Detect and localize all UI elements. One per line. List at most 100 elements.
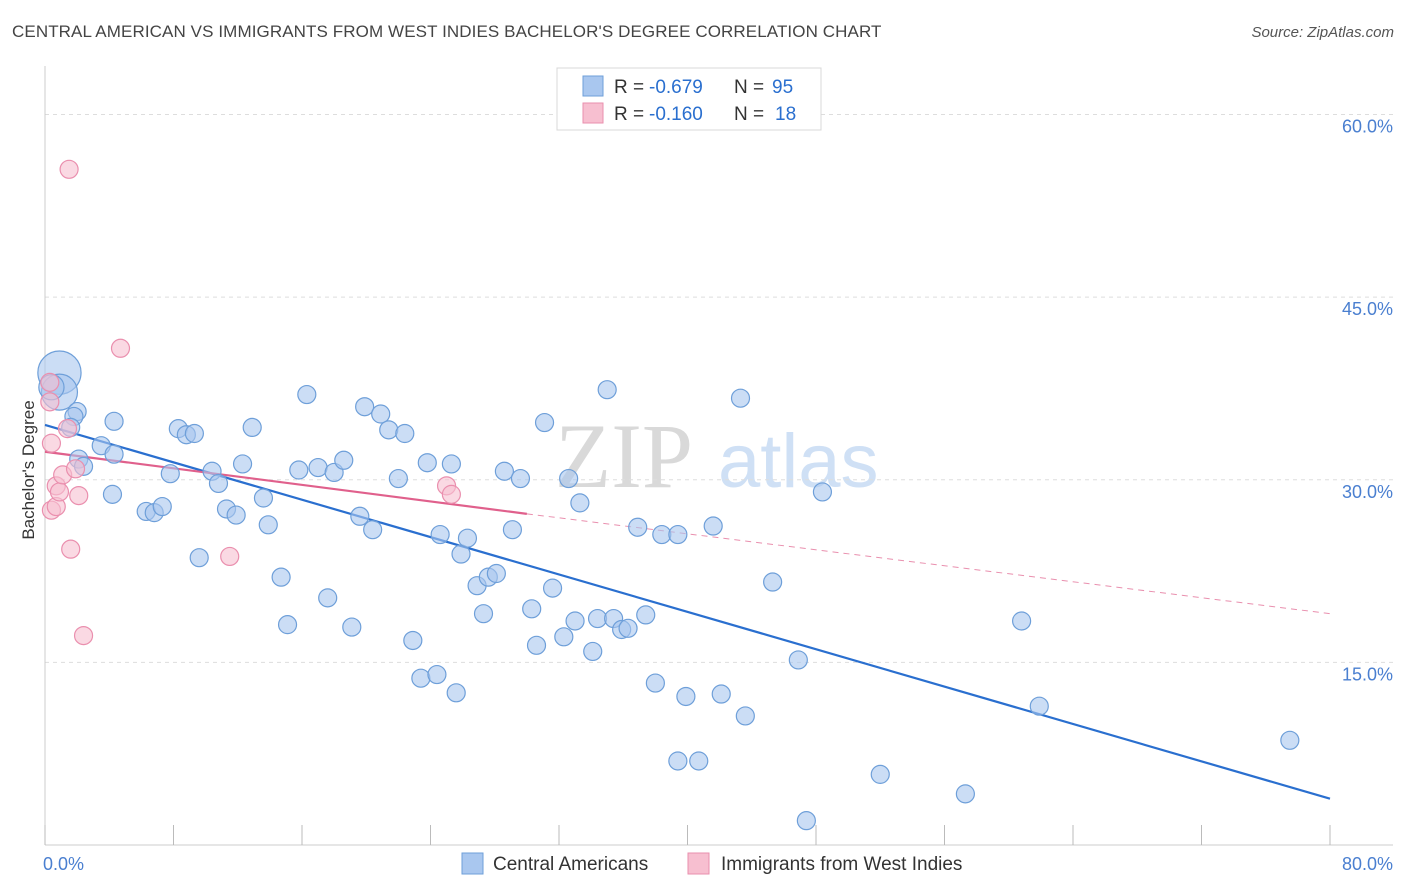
- point-central-americans: [587, 608, 608, 629]
- point-central-americans: [526, 635, 547, 655]
- stats-n-value-blue: 95: [772, 77, 793, 98]
- point-central-americans: [1280, 730, 1300, 750]
- point-central-americans: [388, 468, 408, 489]
- point-central-americans: [350, 506, 370, 526]
- point-central-americans: [703, 516, 723, 536]
- point-central-americans: [457, 528, 478, 548]
- point-central-americans: [104, 444, 124, 464]
- point-west-indies: [220, 546, 240, 567]
- stats-r-label-pink: R =: [614, 104, 644, 125]
- source-label: Source: ZipAtlas.com: [1251, 24, 1394, 41]
- point-central-americans: [253, 488, 274, 508]
- point-central-americans: [189, 548, 209, 568]
- point-central-americans: [232, 454, 253, 474]
- point-central-americans: [711, 684, 731, 704]
- point-central-americans: [502, 520, 523, 540]
- stats-swatch-pink: [582, 102, 604, 124]
- trend-extension-west-indies: [526, 513, 1331, 615]
- point-west-indies: [40, 392, 60, 412]
- point-central-americans: [208, 473, 229, 494]
- point-central-americans: [403, 630, 423, 651]
- trend-line-central-americans: [44, 423, 1331, 800]
- point-central-americans: [226, 505, 246, 525]
- point-west-indies: [441, 484, 461, 504]
- point-central-americans: [446, 683, 466, 703]
- point-central-americans: [618, 618, 638, 638]
- point-central-americans: [308, 457, 328, 478]
- point-central-americans: [289, 460, 309, 480]
- point-central-americans: [796, 811, 816, 831]
- stats-legend: R = -0.679 N = 95 R = -0.160 N = 18: [556, 67, 822, 131]
- point-central-americans: [411, 668, 431, 688]
- point-central-americans: [102, 484, 123, 504]
- point-central-americans: [510, 468, 531, 489]
- point-central-americans: [1011, 611, 1032, 631]
- watermark-zip: ZIP: [555, 405, 693, 507]
- point-central-americans: [297, 384, 317, 405]
- legend-label-west-indies: Immigrants from West Indies: [721, 854, 962, 875]
- point-west-indies: [73, 625, 94, 646]
- point-central-americans: [522, 599, 542, 619]
- point-central-americans: [104, 411, 124, 431]
- point-west-indies: [65, 459, 86, 479]
- point-central-americans: [441, 454, 461, 474]
- axes: [44, 66, 1393, 846]
- point-central-americans: [395, 423, 415, 444]
- point-central-americans: [427, 664, 447, 685]
- point-central-americans: [1029, 696, 1049, 716]
- point-central-americans: [870, 764, 890, 784]
- point-central-americans: [955, 784, 975, 804]
- point-west-indies: [61, 539, 81, 559]
- point-west-indies: [69, 485, 89, 506]
- point-west-indies: [57, 419, 78, 439]
- y-tick-label: 30.0%: [1342, 482, 1393, 502]
- y-tick-label: 60.0%: [1342, 117, 1393, 137]
- point-west-indies: [41, 433, 62, 453]
- y-tick-label: 15.0%: [1342, 664, 1393, 684]
- point-central-americans: [565, 611, 585, 631]
- point-central-americans: [689, 751, 709, 771]
- point-central-americans: [554, 627, 574, 647]
- x-tick-label-max: 80.0%: [1342, 854, 1393, 874]
- point-central-americans: [597, 380, 617, 400]
- stats-swatch-blue: [582, 75, 604, 97]
- point-central-americans: [763, 572, 783, 592]
- point-west-indies: [59, 159, 79, 179]
- legend-swatch-west-indies: [687, 852, 710, 875]
- stats-n-value-pink: 18: [775, 104, 796, 125]
- gridlines: [45, 114, 1393, 663]
- point-central-americans: [542, 578, 563, 598]
- point-central-americans: [371, 404, 391, 424]
- point-central-americans: [628, 517, 648, 537]
- point-central-americans: [342, 617, 362, 637]
- data-points: [37, 159, 1300, 831]
- point-central-americans: [730, 388, 751, 408]
- stats-r-value-pink: -0.160: [649, 104, 703, 125]
- y-axis-label: Bachelor's Degree: [19, 400, 38, 539]
- point-central-americans: [355, 397, 375, 417]
- point-central-americans: [160, 464, 180, 484]
- point-central-americans: [570, 493, 590, 513]
- point-central-americans: [417, 453, 437, 473]
- point-central-americans: [583, 641, 603, 662]
- series-legend: Central Americans Immigrants from West I…: [461, 852, 962, 875]
- point-central-americans: [559, 468, 579, 489]
- point-central-americans: [473, 604, 494, 624]
- stats-r-label-blue: R =: [614, 77, 644, 98]
- y-tick-label: 45.0%: [1342, 299, 1393, 319]
- point-central-americans: [363, 520, 383, 540]
- point-central-americans: [318, 588, 338, 608]
- point-west-indies: [40, 372, 60, 392]
- point-central-americans: [379, 420, 399, 440]
- legend-swatch-central-americans: [461, 852, 484, 875]
- stats-r-value-blue: -0.679: [649, 77, 703, 98]
- point-central-americans: [486, 563, 506, 584]
- point-central-americans: [494, 461, 514, 481]
- point-central-americans: [735, 706, 755, 726]
- point-central-americans: [184, 423, 204, 444]
- point-central-americans: [812, 482, 833, 502]
- point-central-americans: [788, 650, 808, 670]
- watermark-atlas: atlas: [718, 419, 879, 504]
- chart-title: CENTRAL AMERICAN VS IMMIGRANTS FROM WEST…: [12, 22, 882, 41]
- stats-n-label-blue: N =: [734, 77, 764, 98]
